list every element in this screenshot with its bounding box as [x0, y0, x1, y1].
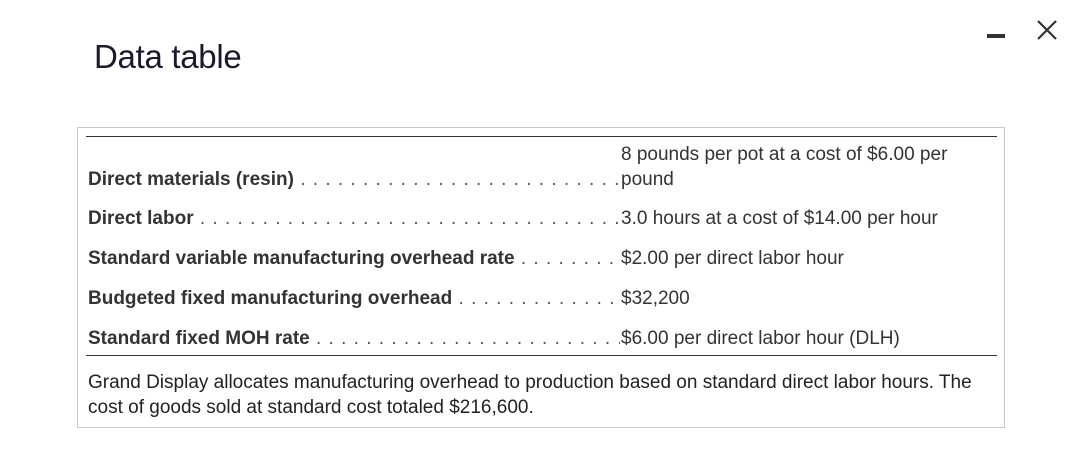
table-row: Standard variable manufacturing overhead…: [88, 246, 993, 271]
close-icon[interactable]: [1032, 16, 1062, 46]
table-bottom-rule: [86, 355, 997, 356]
table-row: Direct materials (resin) . . . . . . . .…: [88, 142, 993, 192]
window-title: Data table: [94, 38, 242, 75]
row-value: 3.0 hours at a cost of $14.00 per hour: [621, 208, 938, 229]
table-footnote: Grand Display allocates manufacturing ov…: [88, 372, 972, 418]
minimize-icon[interactable]: [984, 28, 1008, 42]
row-value: $32,200: [621, 288, 690, 309]
row-value: $2.00 per direct labor hour: [621, 248, 844, 269]
row-value: $6.00 per direct labor hour (DLH): [621, 328, 900, 349]
table-row: Direct labor . . . . . . . . . . . . . .…: [88, 206, 993, 231]
row-label: Direct materials (resin) . . . . . . . .…: [88, 169, 620, 190]
row-label: Standard variable manufacturing overhead…: [88, 248, 620, 269]
row-value: 8 pounds per pot at a cost of $6.00 per …: [621, 144, 948, 190]
row-label: Budgeted fixed manufacturing overhead . …: [88, 288, 620, 309]
row-label: Standard fixed MOH rate . . . . . . . . …: [88, 328, 620, 349]
data-table-panel: Direct materials (resin) . . . . . . . .…: [77, 127, 1005, 428]
table-top-rule: [86, 136, 997, 137]
row-label: Direct labor . . . . . . . . . . . . . .…: [88, 208, 620, 229]
table-row: Standard fixed MOH rate . . . . . . . . …: [88, 326, 993, 351]
table-row: Budgeted fixed manufacturing overhead . …: [88, 286, 993, 311]
